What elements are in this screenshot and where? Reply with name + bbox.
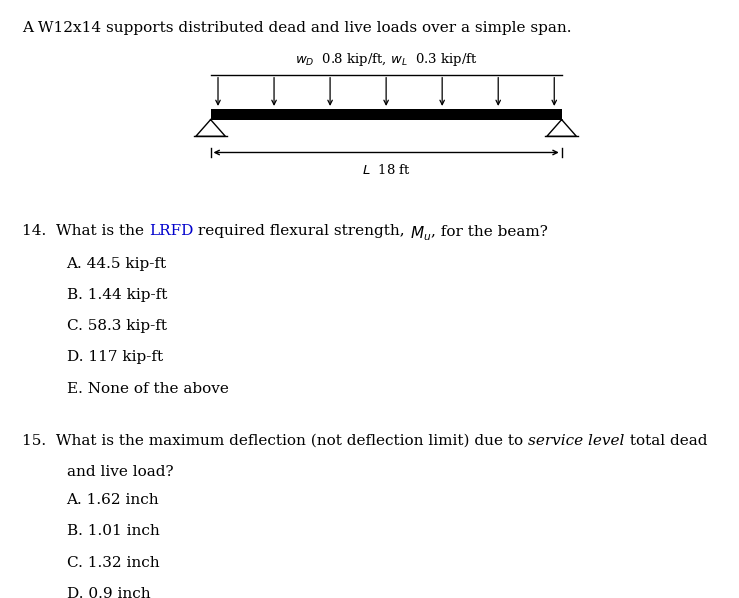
Text: B. 1.44 kip-ft: B. 1.44 kip-ft xyxy=(67,288,167,302)
Text: 15.  What is the maximum deflection (not deflection limit) due to: 15. What is the maximum deflection (not … xyxy=(22,434,528,447)
Text: total dead: total dead xyxy=(624,434,707,447)
Text: D. 117 kip-ft: D. 117 kip-ft xyxy=(67,350,163,364)
Text: 14.  What is the: 14. What is the xyxy=(22,224,149,238)
Text: $w_D$  0.8 kip/ft, $w_L$  0.3 kip/ft: $w_D$ 0.8 kip/ft, $w_L$ 0.3 kip/ft xyxy=(295,51,477,68)
Text: D. 0.9 inch: D. 0.9 inch xyxy=(67,587,150,598)
Text: C. 1.32 inch: C. 1.32 inch xyxy=(67,556,159,569)
Text: required flexural strength,: required flexural strength, xyxy=(194,224,410,238)
Text: C. 58.3 kip-ft: C. 58.3 kip-ft xyxy=(67,319,166,333)
Text: A. 44.5 kip-ft: A. 44.5 kip-ft xyxy=(67,257,166,271)
Bar xyxy=(211,109,562,120)
Text: and live load?: and live load? xyxy=(67,465,173,478)
Text: $M_u$: $M_u$ xyxy=(410,224,432,243)
Text: A. 1.62 inch: A. 1.62 inch xyxy=(67,493,159,507)
Text: B. 1.01 inch: B. 1.01 inch xyxy=(67,524,160,538)
Text: $L$  18 ft: $L$ 18 ft xyxy=(361,163,411,177)
Text: service level: service level xyxy=(528,434,624,447)
Text: A W12x14 supports distributed dead and live loads over a simple span.: A W12x14 supports distributed dead and l… xyxy=(22,21,572,35)
Text: , for the beam?: , for the beam? xyxy=(432,224,548,238)
Text: LRFD: LRFD xyxy=(149,224,194,238)
Text: E. None of the above: E. None of the above xyxy=(67,382,228,395)
